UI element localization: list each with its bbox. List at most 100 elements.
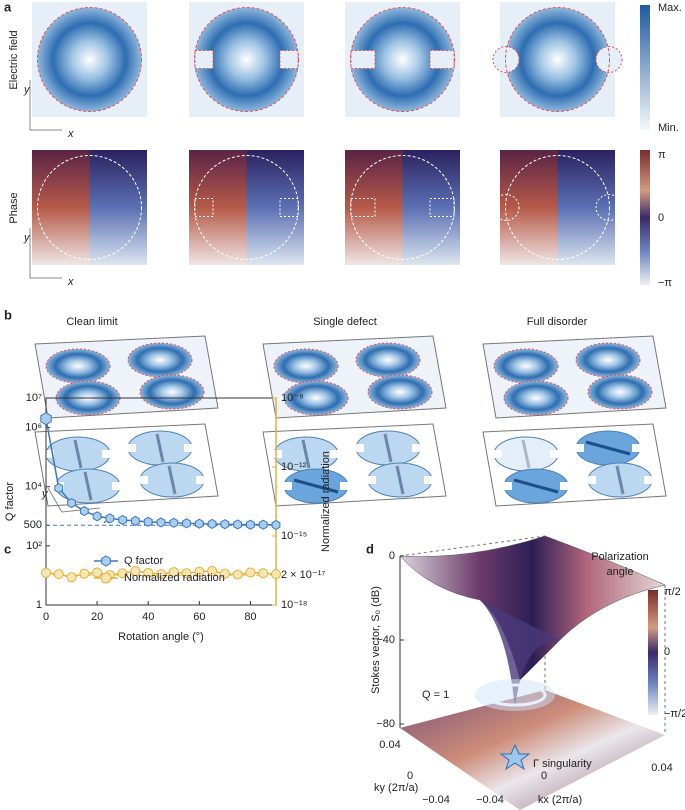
- axis-arrow: [29, 228, 62, 279]
- ky-tick-label: 0.04: [379, 739, 400, 751]
- notch: [366, 476, 376, 484]
- y2-tick-label: 10⁻¹²: [281, 461, 307, 473]
- singularity-label: Γ singularity: [533, 758, 592, 770]
- defect-notch: [595, 194, 623, 221]
- field-disk: [576, 343, 640, 377]
- point: [156, 569, 166, 580]
- field-disk: [588, 375, 652, 409]
- disk-outline: [505, 7, 610, 112]
- phase-map: [557, 150, 615, 265]
- axis-y: y: [23, 84, 31, 96]
- panel-d: d 0 −40 −80 Stokes vector, S₀ (dB) Q = 1 Γ sin…: [366, 535, 685, 810]
- polarization-arrow: [513, 478, 559, 494]
- polarization-arrow: [301, 439, 311, 469]
- disk-outline: [355, 342, 421, 378]
- disk-outline: [587, 374, 653, 410]
- colorbar-label: π: [658, 149, 666, 161]
- column-title: Full disorder: [527, 316, 588, 328]
- polarization-arrow: [383, 433, 393, 463]
- legend-label: Normalized radiation: [124, 572, 225, 584]
- notch: [138, 476, 148, 484]
- axis-x: x: [67, 128, 74, 140]
- colorbar-polarization: [648, 590, 658, 715]
- notch: [112, 482, 122, 490]
- phase-map: [246, 150, 304, 265]
- y-tick-label: 10⁶: [25, 421, 42, 433]
- point: [219, 568, 230, 579]
- point: [271, 519, 281, 531]
- field-disk: [128, 343, 192, 377]
- field-disk: [194, 7, 299, 112]
- row-label: Phase: [8, 192, 20, 223]
- disk-outline: [139, 374, 205, 410]
- disk-outline: [575, 342, 641, 378]
- polarization-arrow: [73, 439, 83, 469]
- notch: [102, 450, 112, 458]
- point: [181, 568, 192, 579]
- y-tick-label: 10⁷: [26, 392, 42, 404]
- disk-outline: [505, 155, 610, 260]
- colorbar-label: 0: [664, 646, 670, 658]
- point: [66, 572, 77, 583]
- point: [67, 497, 76, 509]
- phase-map: [500, 150, 558, 265]
- defect-notch: [279, 198, 299, 217]
- colorbar-title: angle: [607, 566, 634, 578]
- point: [232, 569, 243, 580]
- ky-tick-label: −0.04: [422, 794, 450, 806]
- disk-outline: [194, 7, 299, 112]
- defect-notch: [350, 198, 376, 217]
- point: [131, 515, 140, 526]
- notch: [282, 482, 292, 490]
- point: [220, 519, 230, 530]
- z-tick-label: −40: [376, 634, 395, 646]
- disk-outline: [37, 155, 142, 260]
- notch: [412, 444, 422, 452]
- x-tick-label: 80: [244, 611, 256, 623]
- kx-label: kx (2π/a): [538, 794, 582, 806]
- polarization-arrow: [521, 439, 531, 469]
- y-axis-label: Q factor: [4, 482, 16, 521]
- phase-map: [402, 150, 460, 265]
- phase-map: [345, 150, 403, 265]
- disk-outline: [367, 374, 433, 410]
- colorbar-label: Min.: [658, 122, 679, 134]
- disk-outline: [493, 348, 559, 384]
- kx-tick-label: −0.04: [476, 794, 504, 806]
- colorbar-label: π/2: [664, 586, 681, 598]
- colorbar-field: [640, 5, 650, 130]
- singularity-star: [499, 743, 531, 771]
- notch: [492, 450, 502, 458]
- point: [168, 567, 179, 578]
- field-disk: [505, 7, 610, 112]
- x-tick-label: 20: [91, 611, 103, 623]
- field-disk: [494, 349, 558, 383]
- notch: [644, 476, 654, 484]
- point: [245, 567, 256, 578]
- z-axis-label: Stokes vector, S₀ (dB): [370, 586, 382, 694]
- point: [40, 412, 52, 426]
- polarization-arrow: [83, 471, 93, 501]
- point: [53, 569, 64, 580]
- point: [194, 518, 204, 529]
- colorbar-label: 0: [658, 212, 664, 224]
- point: [92, 511, 102, 522]
- polarization-arrow: [615, 465, 625, 495]
- colorbar-phase: [640, 150, 650, 285]
- disk-outline: [283, 380, 349, 416]
- y-tick-label: 10²: [26, 540, 42, 552]
- y2-tick-label: 10⁻⁹: [281, 392, 304, 404]
- point: [258, 568, 269, 579]
- point: [118, 514, 128, 526]
- defect-notch: [492, 194, 520, 221]
- colorbar-label: −π: [658, 277, 672, 289]
- point: [194, 566, 205, 577]
- q-label: Q = 1: [422, 689, 449, 701]
- notch: [126, 444, 136, 452]
- notch: [550, 450, 560, 458]
- polarization-arrow: [395, 465, 405, 495]
- notch: [184, 444, 194, 452]
- point: [258, 519, 268, 530]
- defect-notch: [194, 50, 214, 69]
